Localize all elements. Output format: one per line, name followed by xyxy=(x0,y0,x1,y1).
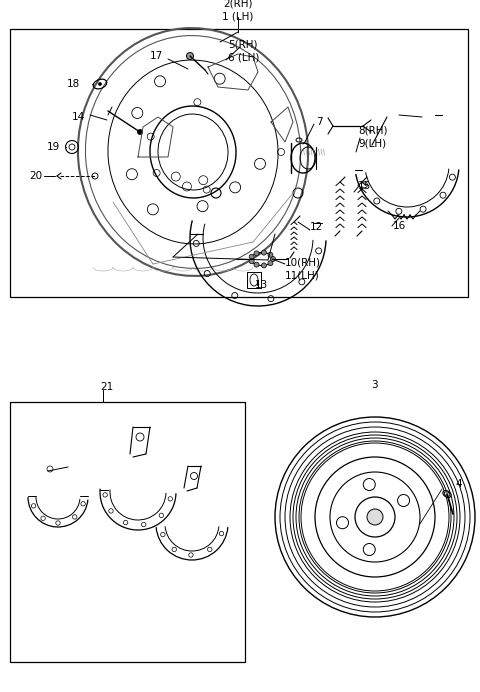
Circle shape xyxy=(187,53,193,60)
Text: 16: 16 xyxy=(393,221,406,231)
Bar xyxy=(10,402,245,662)
Circle shape xyxy=(262,263,266,268)
Circle shape xyxy=(271,257,276,262)
Bar xyxy=(247,272,261,288)
Text: 3: 3 xyxy=(371,380,377,390)
Text: 21: 21 xyxy=(100,382,113,392)
Text: 7: 7 xyxy=(316,117,323,127)
Circle shape xyxy=(249,259,254,264)
Circle shape xyxy=(254,262,259,267)
Circle shape xyxy=(98,82,101,86)
Circle shape xyxy=(254,251,259,256)
Text: 8(RH)
9(LH): 8(RH) 9(LH) xyxy=(358,126,387,148)
Text: 15: 15 xyxy=(358,181,371,191)
Text: 14: 14 xyxy=(72,112,85,122)
Text: 17: 17 xyxy=(150,51,163,61)
Circle shape xyxy=(367,509,383,525)
Text: 18: 18 xyxy=(67,79,80,89)
Text: 20: 20 xyxy=(29,171,42,181)
Text: 4: 4 xyxy=(455,479,462,489)
Bar xyxy=(10,29,468,297)
Ellipse shape xyxy=(443,491,451,498)
Circle shape xyxy=(249,254,254,260)
Text: 2(RH)
1 (LH): 2(RH) 1 (LH) xyxy=(222,0,254,21)
Circle shape xyxy=(268,261,273,266)
Text: 19: 19 xyxy=(47,142,60,152)
Circle shape xyxy=(262,250,266,255)
Text: 13: 13 xyxy=(255,280,268,290)
Text: 5(RH)
6 (LH): 5(RH) 6 (LH) xyxy=(228,40,259,62)
Circle shape xyxy=(137,129,143,134)
Text: 12: 12 xyxy=(310,222,323,232)
Circle shape xyxy=(268,253,273,257)
Text: 10(RH)
11(LH): 10(RH) 11(LH) xyxy=(285,258,321,280)
